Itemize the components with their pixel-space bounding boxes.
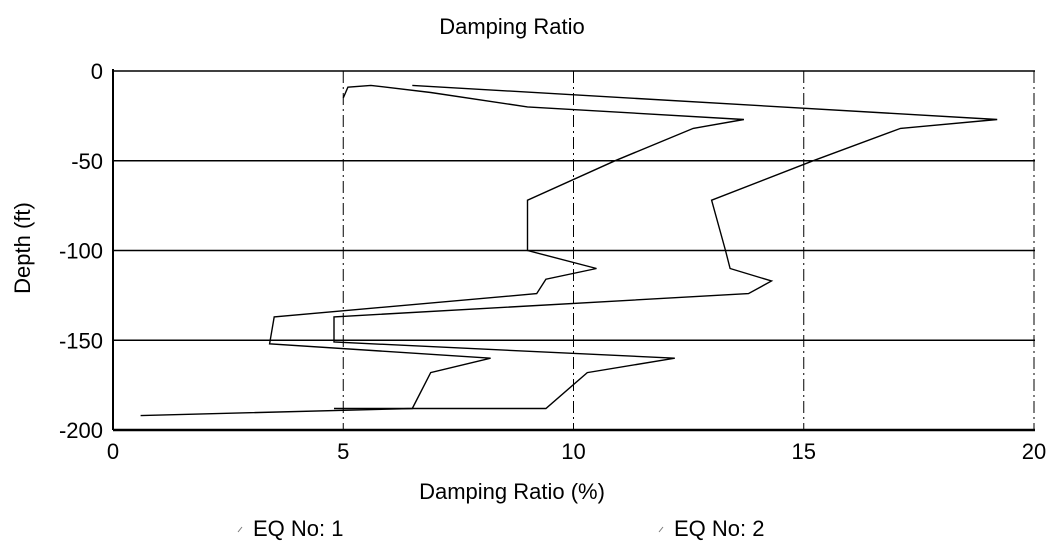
y-tick-label: -150 xyxy=(59,328,103,353)
y-tick-label: 0 xyxy=(91,59,103,84)
legend: EQ No: 1 EQ No: 2 xyxy=(237,516,764,541)
x-tick-label: 20 xyxy=(1022,439,1046,464)
x-tick-label: 0 xyxy=(107,439,119,464)
series-line-eq-2 xyxy=(333,84,998,410)
legend-swatch xyxy=(658,526,664,533)
y-tick-label: -50 xyxy=(71,149,103,174)
y-tick-label: -100 xyxy=(59,239,103,264)
y-tick-label: -200 xyxy=(59,418,103,443)
legend-entry: EQ No: 1 xyxy=(253,516,343,541)
series-line-eq-1 xyxy=(140,84,745,417)
legend-swatch xyxy=(237,526,243,533)
chart-title: Damping Ratio xyxy=(439,14,585,39)
x-tick-label: 10 xyxy=(561,439,585,464)
series-group xyxy=(140,84,998,417)
y-axis-label: Depth (ft) xyxy=(10,202,35,294)
x-tick-label: 5 xyxy=(337,439,349,464)
axes xyxy=(112,69,1035,432)
x-tick-label: 15 xyxy=(792,439,816,464)
legend-entry: EQ No: 2 xyxy=(674,516,764,541)
grid xyxy=(113,70,1035,431)
x-axis-label: Damping Ratio (%) xyxy=(419,479,605,504)
